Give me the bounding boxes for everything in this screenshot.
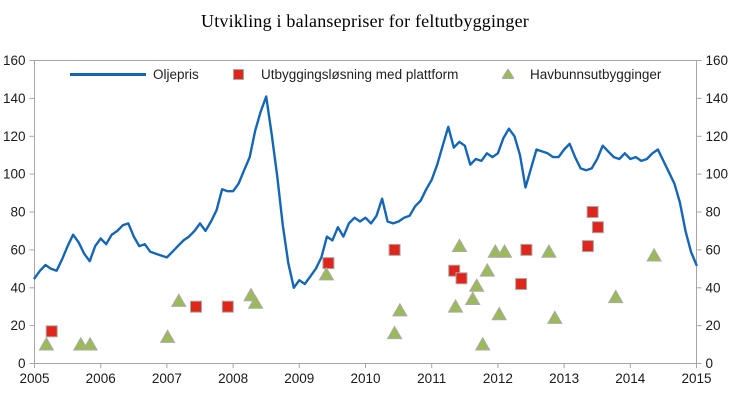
x-tick-label: 2007 — [152, 371, 182, 386]
subsea-data-point — [496, 243, 513, 258]
subsea-data-point — [392, 302, 408, 317]
platform-data-point — [591, 221, 604, 234]
subsea-data-point — [468, 278, 485, 292]
y-tick-label-right: 160 — [706, 53, 729, 68]
y-tick-label-right: 140 — [706, 91, 729, 106]
x-tick-label: 2008 — [218, 371, 248, 386]
x-tick-label: 2006 — [86, 371, 116, 386]
y-tick-label-right: 80 — [706, 205, 721, 220]
platform-data-point — [586, 206, 599, 218]
y-tick-label-left: 100 — [3, 167, 26, 182]
y-tick-label-left: 20 — [10, 318, 25, 333]
y-tick-label-left: 140 — [3, 91, 26, 106]
y-tick-label-left: 60 — [10, 242, 25, 257]
x-tick-label: 2009 — [284, 371, 314, 386]
legend-item-havbunn: Havbunnsutbygginger — [502, 65, 661, 83]
subsea-data-point — [451, 238, 468, 252]
oil-price-line — [33, 95, 698, 289]
y-tick-label-right: 20 — [706, 318, 721, 333]
x-tick-label: 2011 — [417, 371, 446, 386]
x-tick-label: 2014 — [615, 371, 646, 386]
chart-title: Utvikling i balansepriser for feltutbygg… — [201, 11, 529, 31]
subsea-data-point — [474, 336, 491, 351]
subsea-triangle-icon — [502, 69, 514, 79]
subsea-data-point — [318, 266, 335, 281]
subsea-data-point — [479, 262, 496, 277]
x-tick-label: 2010 — [350, 371, 380, 386]
subsea-data-point — [386, 325, 403, 340]
legend-item-oljepris: Oljepris — [70, 65, 199, 83]
platform-square-icon — [233, 68, 244, 80]
platform-data-point — [515, 278, 528, 290]
subsea-data-point — [170, 293, 187, 307]
x-tick-label: 2005 — [19, 371, 49, 386]
subsea-data-point — [541, 243, 557, 258]
subsea-data-point — [82, 336, 98, 351]
platform-data-point — [190, 300, 202, 313]
subsea-data-point — [159, 329, 176, 343]
y-tick-label-right: 60 — [706, 242, 721, 257]
platform-data-point — [520, 243, 533, 256]
legend-item-plattform: Utbyggingsløsning med plattform — [233, 65, 458, 83]
legend-label-plattform: Utbyggingsløsning med plattform — [261, 66, 459, 82]
platform-data-point — [45, 325, 58, 338]
legend-label-oljepris: Oljepris — [153, 66, 199, 82]
subsea-data-point — [247, 295, 264, 309]
y-tick-label-left: 40 — [10, 280, 25, 295]
subsea-data-point — [546, 310, 563, 324]
y-tick-label-right: 120 — [706, 129, 729, 144]
y-tick-label-right: 0 — [706, 356, 714, 371]
platform-data-point — [448, 264, 461, 277]
subsea-data-point — [491, 306, 508, 321]
y-tick-label-right: 100 — [706, 167, 729, 182]
oil-line-icon — [70, 72, 146, 76]
platform-data-point — [221, 300, 234, 313]
platform-data-point — [322, 257, 335, 270]
legend-label-havbunn: Havbunnsutbygginger — [530, 66, 662, 82]
y-tick-label-left: 80 — [10, 205, 25, 220]
subsea-data-point — [646, 247, 662, 262]
x-tick-label: 2012 — [483, 371, 513, 386]
y-tick-label-right: 40 — [706, 280, 721, 295]
platform-data-point — [388, 243, 401, 256]
y-tick-label-left: 0 — [18, 356, 26, 371]
y-tick-label-left: 160 — [3, 53, 26, 68]
platform-data-point — [455, 272, 468, 285]
y-tick-label-left: 120 — [3, 129, 26, 144]
subsea-data-point — [607, 289, 624, 304]
x-tick-label: 2015 — [681, 371, 711, 386]
subsea-data-point — [447, 298, 464, 313]
subsea-data-point — [464, 291, 481, 305]
subsea-data-point — [38, 336, 55, 351]
platform-data-point — [581, 240, 594, 253]
x-tick-label: 2013 — [549, 371, 579, 386]
